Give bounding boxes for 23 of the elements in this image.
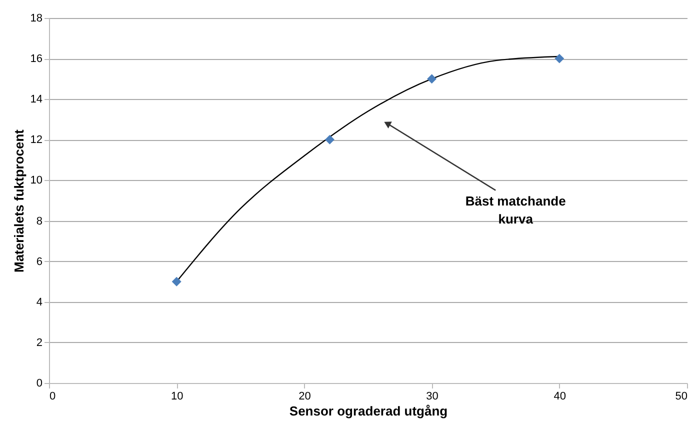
point: [172, 276, 182, 286]
x-axis-title: Sensor ograderad utgång: [289, 404, 448, 418]
y-tick-label: 2: [36, 336, 42, 349]
point: [427, 74, 437, 84]
y-axis-title: Materialets fuktprocent: [11, 128, 26, 273]
point: [554, 54, 564, 64]
y-tick-label: 18: [30, 12, 42, 24]
y-tick-label: 4: [36, 296, 42, 308]
point: [324, 134, 334, 144]
x-tick-label: 0: [50, 390, 56, 402]
y-tick-label: 8: [36, 215, 42, 228]
x-tick-label: 30: [426, 390, 438, 402]
annotation: Bäst matchande kurva: [465, 193, 566, 226]
y-tick-label: 14: [30, 94, 42, 106]
y-tick-label: 10: [30, 174, 42, 187]
x-tick-label: 20: [298, 390, 311, 402]
x-tick-label: 40: [554, 390, 566, 402]
y-tick-label: 16: [30, 53, 42, 66]
y-tick-label: 0: [36, 378, 42, 390]
y-tick-label: 12: [30, 134, 42, 146]
x-tick-label: 50: [675, 390, 688, 402]
x-tick-label: 10: [170, 390, 184, 402]
y-tick-label: 6: [36, 256, 42, 268]
